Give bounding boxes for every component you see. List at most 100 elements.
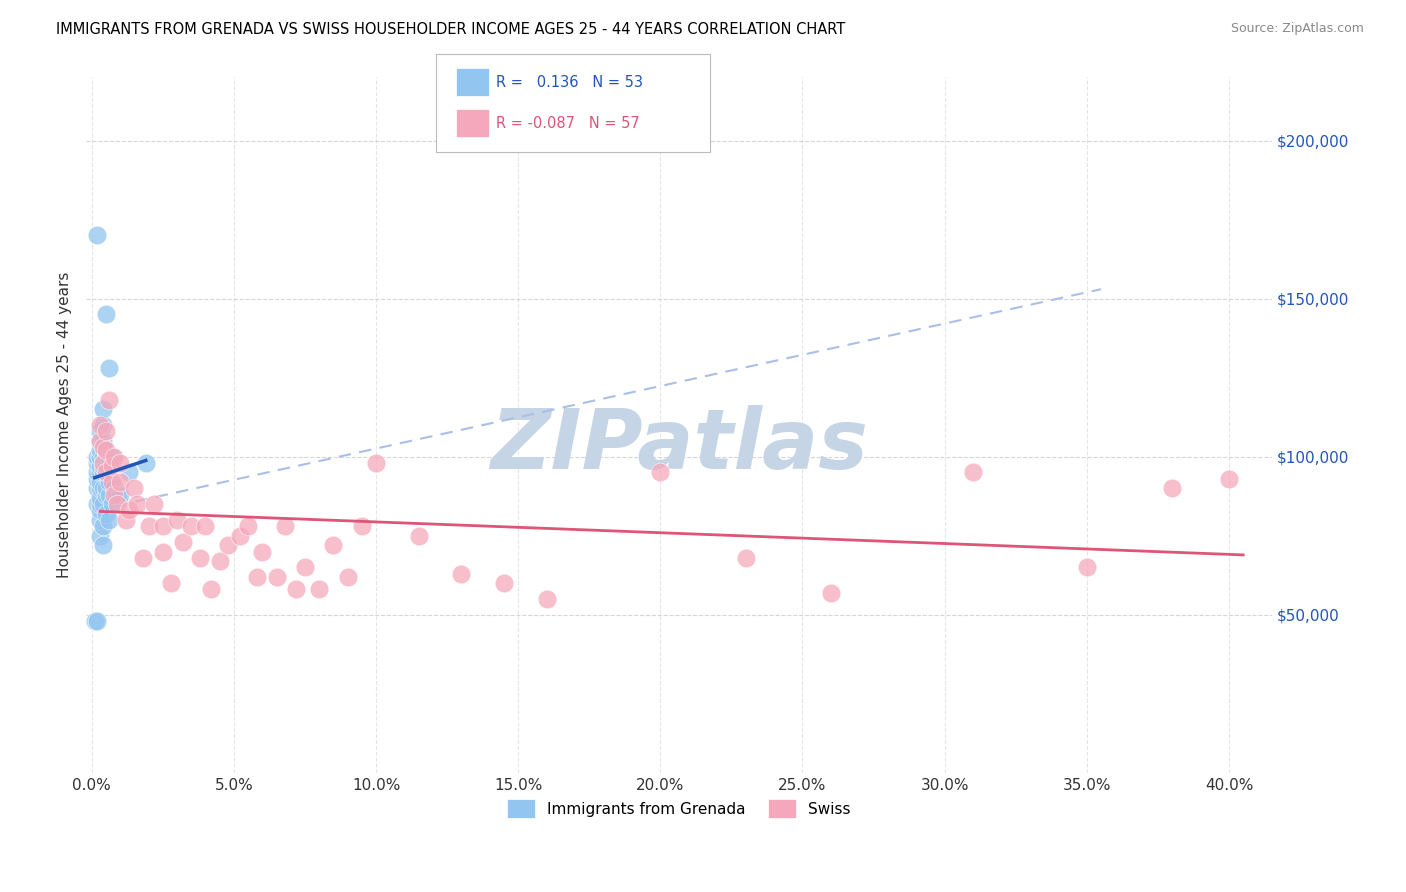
Point [1076, 560, 1098, 574]
Point [91, 450, 114, 464]
Point [91, 538, 114, 552]
Point [143, 497, 166, 511]
Point [252, 544, 274, 558]
Text: R =   0.136   N = 53: R = 0.136 N = 53 [496, 75, 644, 89]
Point [89, 434, 111, 448]
Point [89, 503, 111, 517]
Point [91, 466, 114, 480]
Point [94, 443, 117, 458]
Point [336, 570, 359, 584]
Point [89, 434, 111, 448]
Text: IMMIGRANTS FROM GRENADA VS SWISS HOUSEHOLDER INCOME AGES 25 - 44 YEARS CORRELATI: IMMIGRANTS FROM GRENADA VS SWISS HOUSEHO… [56, 22, 845, 37]
Point [127, 497, 149, 511]
Point [100, 475, 122, 489]
Point [91, 440, 114, 454]
Point [94, 466, 117, 480]
Point [166, 513, 188, 527]
Legend: Immigrants from Grenada, Swiss: Immigrants from Grenada, Swiss [501, 793, 856, 824]
Point [118, 503, 141, 517]
Point [108, 488, 131, 502]
Point [100, 450, 122, 464]
Point [91, 440, 114, 454]
Point [217, 538, 239, 552]
Point [364, 456, 387, 470]
Point [94, 450, 117, 464]
Point [89, 450, 111, 464]
Point [89, 459, 111, 474]
Point [105, 488, 128, 502]
Point [97, 392, 120, 407]
Point [172, 535, 194, 549]
Text: Source: ZipAtlas.com: Source: ZipAtlas.com [1230, 22, 1364, 36]
Point [91, 456, 114, 470]
Point [94, 425, 117, 439]
Point [89, 529, 111, 543]
Point [1161, 481, 1184, 495]
Point [308, 582, 330, 597]
Point [294, 560, 316, 574]
Point [94, 507, 117, 521]
Point [124, 481, 146, 495]
Point [820, 585, 842, 599]
Point [108, 475, 131, 489]
Point [236, 519, 259, 533]
Point [86, 481, 108, 495]
Point [97, 513, 120, 527]
Point [536, 591, 558, 606]
Y-axis label: Householder Income Ages 25 - 44 years: Householder Income Ages 25 - 44 years [58, 272, 72, 578]
Point [89, 425, 111, 439]
Point [89, 475, 111, 489]
Point [105, 497, 128, 511]
Point [200, 582, 222, 597]
Point [97, 450, 120, 464]
Point [650, 466, 672, 480]
Point [89, 418, 111, 433]
Point [350, 519, 373, 533]
Point [135, 456, 157, 470]
Point [152, 519, 174, 533]
Point [734, 550, 756, 565]
Point [322, 538, 344, 552]
Point [89, 481, 111, 495]
Point [152, 544, 174, 558]
Point [86, 497, 108, 511]
Point [100, 459, 122, 474]
Point [285, 582, 308, 597]
Point [103, 450, 125, 464]
Point [97, 475, 120, 489]
Point [89, 443, 111, 458]
Point [246, 570, 269, 584]
Point [94, 459, 117, 474]
Point [91, 434, 114, 448]
Point [86, 228, 108, 243]
Point [89, 497, 111, 511]
Point [89, 466, 111, 480]
Point [83, 614, 105, 628]
Point [194, 519, 217, 533]
Point [91, 519, 114, 533]
Point [103, 481, 125, 495]
Point [86, 450, 108, 464]
Point [97, 488, 120, 502]
Point [86, 466, 108, 480]
Point [132, 550, 155, 565]
Point [180, 519, 202, 533]
Point [492, 576, 515, 591]
Point [228, 529, 250, 543]
Point [91, 459, 114, 474]
Point [94, 481, 117, 495]
Point [89, 450, 111, 464]
Point [86, 456, 108, 470]
Point [208, 554, 231, 568]
Text: ZIPatlas: ZIPatlas [489, 406, 868, 486]
Point [94, 308, 117, 322]
Point [89, 491, 111, 505]
Point [91, 418, 114, 433]
Point [97, 361, 120, 376]
Point [1218, 472, 1240, 486]
Point [86, 614, 108, 628]
Point [103, 488, 125, 502]
Point [108, 456, 131, 470]
Point [188, 550, 211, 565]
Point [100, 497, 122, 511]
